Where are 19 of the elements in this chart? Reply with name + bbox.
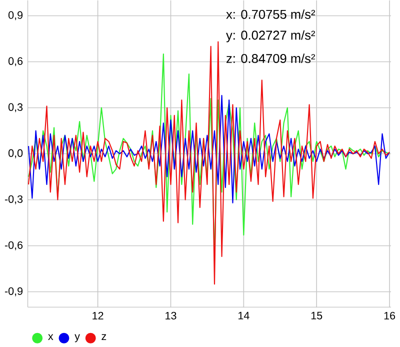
x-tick-label: 14 <box>238 312 250 320</box>
y-tick-label: -0,3 <box>4 195 23 204</box>
x-tick-label: 12 <box>92 312 104 320</box>
legend-label: x <box>48 334 54 340</box>
annotation: y: 0.02727 m/s² <box>226 30 316 42</box>
legend-label: z <box>102 334 106 340</box>
x-tick-label: 15 <box>311 312 322 320</box>
x-tick-label: 16 <box>384 312 396 320</box>
legend-label: y <box>74 334 80 342</box>
annotation: z: 0.84709 m/s² <box>226 53 316 63</box>
x-tick-label: 13 <box>166 312 176 320</box>
y-tick-label: 0,9 <box>8 11 23 20</box>
y-tick-label: -0,6 <box>4 241 23 250</box>
y-tick-label: 0,0 <box>8 149 23 158</box>
y-tick-label: -0,9 <box>4 287 23 296</box>
line-series <box>28 94 390 204</box>
annotation: x: 0.70755 m/s² <box>226 9 316 19</box>
y-tick-label: 0,3 <box>8 103 23 112</box>
y-tick-label: 0,6 <box>8 57 23 66</box>
